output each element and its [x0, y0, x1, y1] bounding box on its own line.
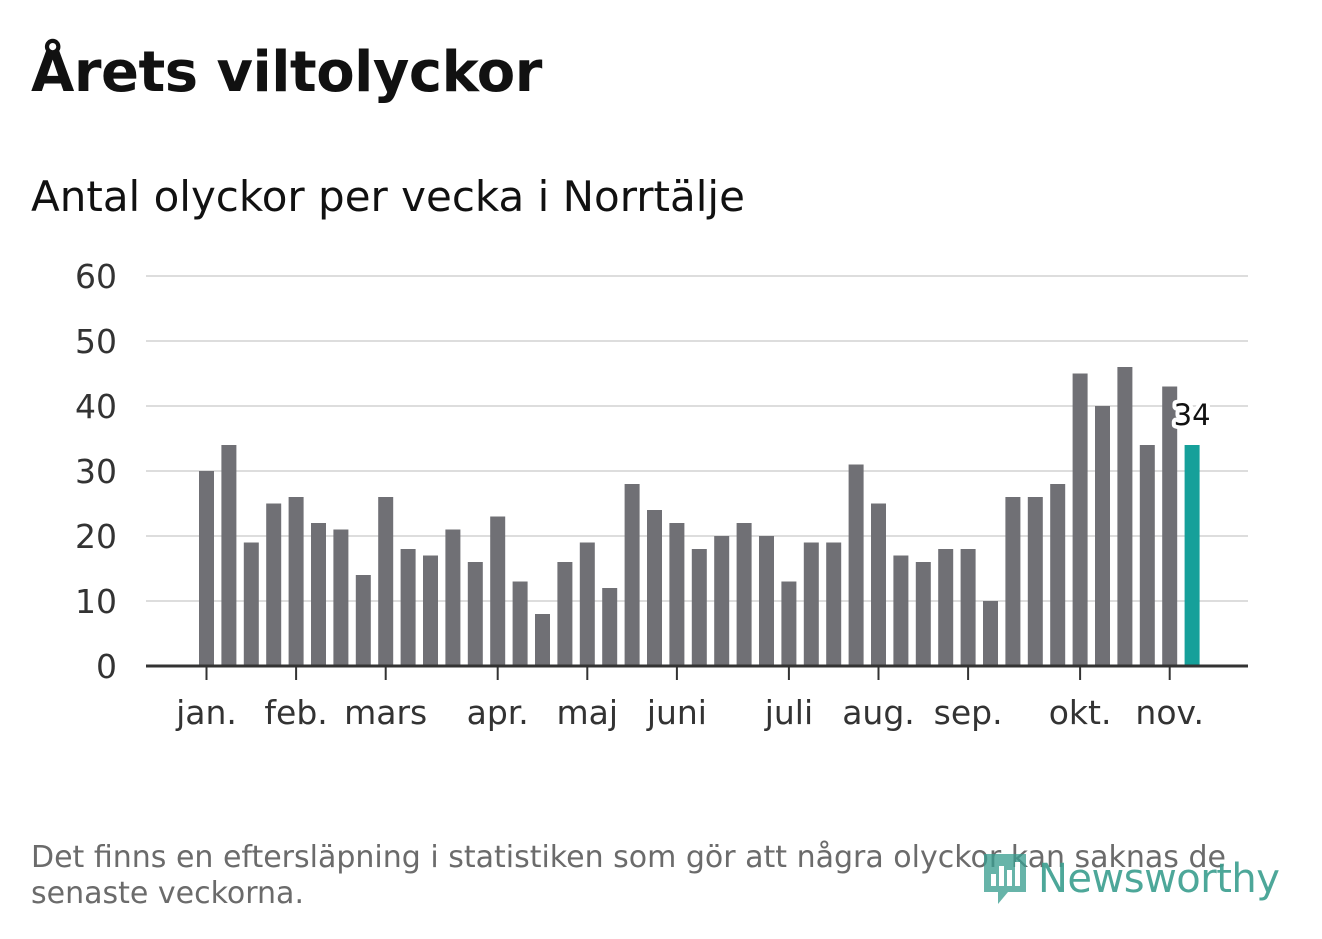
bar-highlight [1184, 445, 1200, 666]
bar [1117, 367, 1133, 666]
y-tick-label: 30 [75, 452, 117, 491]
bar [378, 497, 394, 666]
bar [781, 581, 797, 666]
bar [1050, 484, 1066, 666]
bar [624, 484, 640, 666]
bar [647, 510, 662, 666]
x-tick-label: apr. [467, 693, 529, 732]
newsworthy-logo-icon [984, 854, 1026, 904]
bar [311, 523, 326, 666]
bar [960, 549, 976, 666]
x-tick-label: aug. [842, 693, 915, 732]
bar [602, 588, 618, 666]
y-tick-label: 10 [75, 582, 117, 621]
bar [512, 581, 528, 666]
bar [803, 542, 819, 666]
x-tick-label: maj [557, 693, 619, 732]
bar [579, 542, 595, 666]
y-tick-label: 0 [96, 647, 117, 686]
y-tick-label: 60 [75, 257, 117, 296]
bar [288, 497, 304, 666]
bar [759, 536, 774, 666]
bar [1005, 497, 1021, 666]
bar [355, 575, 371, 666]
bar [871, 503, 886, 666]
bar [243, 542, 259, 666]
x-tick-label: nov. [1135, 693, 1204, 732]
bar [535, 614, 550, 666]
bar [1027, 497, 1043, 666]
bar [669, 523, 685, 666]
y-tick-label: 50 [75, 322, 117, 361]
x-tick-label: sep. [934, 693, 1003, 732]
data-labels: 34 [1170, 394, 1215, 436]
bar [221, 445, 237, 666]
newsworthy-logo: Newsworthy [980, 848, 1280, 910]
bar [848, 464, 864, 666]
y-axis-ticks: 0 10 20 30 40 50 60 [75, 257, 117, 686]
bar [1162, 386, 1178, 666]
x-axis: jan. feb. mars apr. maj juni juli aug. sep. okt. n… [146, 664, 1248, 732]
bar [333, 529, 349, 666]
y-tick-label: 20 [75, 517, 117, 556]
footnote: Det finns en eftersläpning i statistiken… [31, 840, 1226, 911]
chart-subtitle: Antal olyckor per vecka i Norrtälje [31, 172, 745, 221]
bar [490, 516, 506, 666]
x-tick-label: mars [344, 693, 427, 732]
x-tick-label: feb. [264, 693, 327, 732]
chart-title: Årets viltolyckor [31, 40, 542, 105]
bar [445, 529, 461, 666]
bar [714, 536, 730, 666]
bar [557, 562, 573, 666]
bar [736, 523, 752, 666]
bar [826, 542, 842, 666]
bar [893, 555, 909, 666]
newsworthy-logo-text: Newsworthy [1038, 856, 1280, 902]
bar [400, 549, 416, 666]
bar [938, 549, 954, 666]
bar-chart: 0 10 20 30 40 50 60 jan. feb. mars apr. maj juni jul… [75, 257, 1248, 732]
x-tick-label: juli [764, 693, 813, 732]
x-tick-label: jan. [175, 693, 237, 732]
bar [691, 549, 707, 666]
bar [467, 562, 483, 666]
bars [199, 367, 1200, 666]
bar [1095, 406, 1110, 666]
bar [983, 601, 998, 666]
highlight-value-label: 34 [1174, 398, 1211, 432]
bar [423, 555, 438, 666]
bar [266, 503, 282, 666]
bar [199, 471, 214, 666]
x-tick-label: okt. [1049, 693, 1112, 732]
bar [915, 562, 931, 666]
bar [1139, 445, 1155, 666]
x-tick-label: juni [646, 693, 707, 732]
bar [1072, 373, 1088, 666]
y-tick-label: 40 [75, 387, 117, 426]
